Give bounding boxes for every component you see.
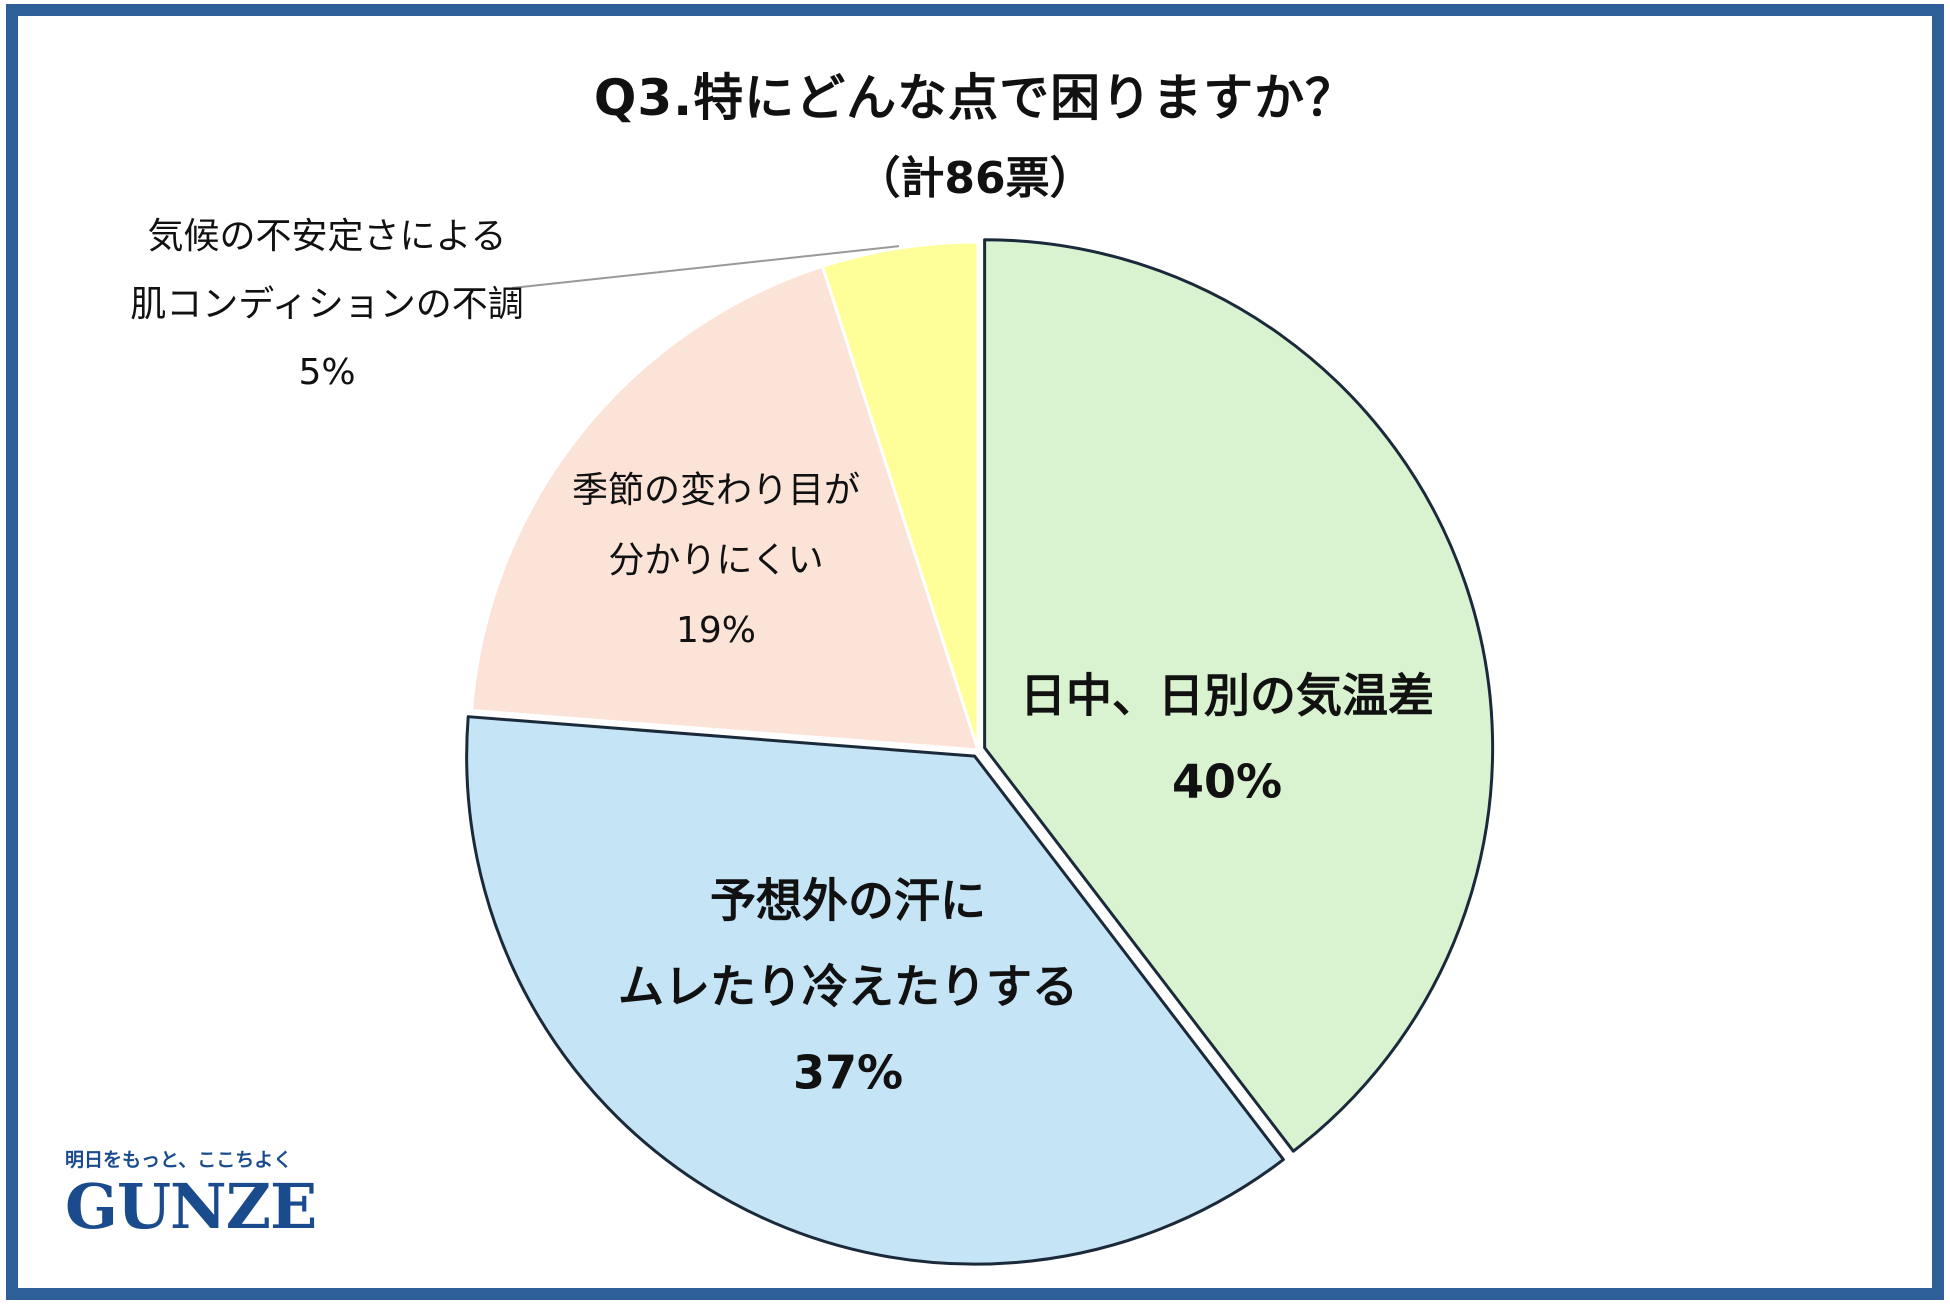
pie-value-label-0: 40% (1172, 755, 1282, 809)
pie-category-label-3-1: 肌コンディションの不調 (130, 284, 523, 325)
gunze-logo: 明日をもっと、ここちよく GUNZE (65, 1148, 325, 1238)
pie-category-label-2-1: 分かりにくい (608, 540, 823, 581)
pie-category-label-2-0: 季節の変わり目が (572, 470, 860, 511)
pie-category-label-0-0: 日中、日別の気温差 (1020, 669, 1434, 723)
brand-wordmark: GUNZE (65, 1170, 317, 1243)
pie-slices (465, 238, 1495, 1266)
leader-line-3 (511, 245, 900, 289)
pie-slice-0 (983, 238, 1495, 1153)
page-frame (6, 4, 1944, 1300)
chart-title: Q3.特にどんな点で困りますか？ (593, 69, 1357, 127)
pie-category-label-3-0: 気候の不安定さによる (148, 216, 507, 257)
pie-slice-1 (465, 715, 1285, 1266)
pie-slice-3 (821, 240, 980, 752)
pie-category-label-1-1: ムレたり冷えたりする (618, 960, 1078, 1014)
pie-category-label-1-0: 予想外の汗に (710, 874, 986, 928)
brand-tagline: 明日をもっと、ここちよく (65, 1149, 293, 1171)
chart-subtitle: （計86票） (856, 153, 1094, 204)
pie-slice-2 (470, 264, 980, 752)
pie-value-label-1: 37% (793, 1046, 903, 1100)
pie-value-label-2: 19% (676, 610, 756, 651)
pie-value-label-3: 5% (298, 352, 355, 393)
